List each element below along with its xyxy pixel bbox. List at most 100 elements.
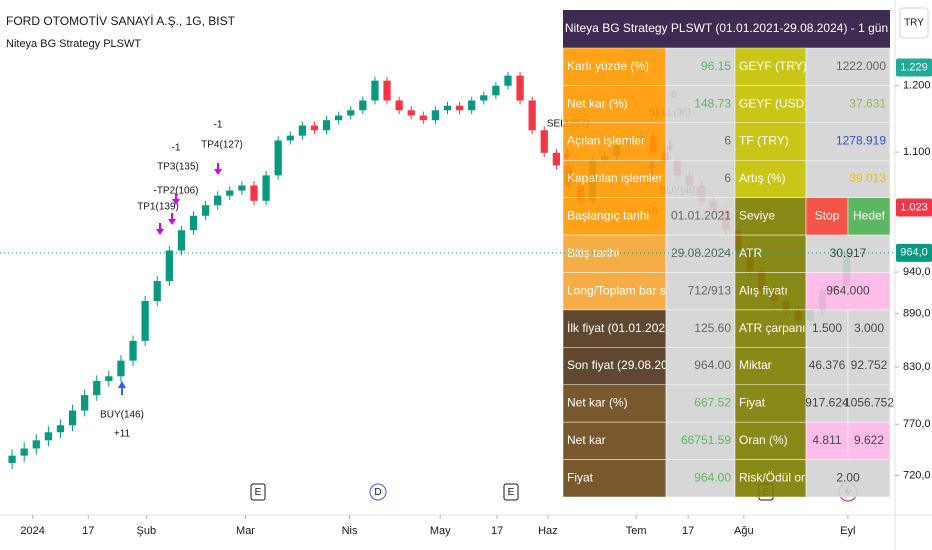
- sell-arrow: [214, 163, 222, 175]
- row-label: Son fiyat (29.08.2024): [567, 358, 685, 372]
- candle-body: [516, 75, 524, 101]
- candle-body: [383, 80, 391, 101]
- candle-body: [201, 205, 210, 216]
- cell-bg: [734, 122, 807, 161]
- candle-body: [141, 301, 149, 341]
- trade-annotation: -TP2(106): [153, 186, 198, 197]
- row-value: 667.52: [694, 396, 731, 410]
- trade-annotation: -1: [172, 143, 181, 154]
- trade-annotation: TP3(135): [157, 162, 199, 173]
- table-title: Niteya BG Strategy PLSWT (01.01.2021-29.…: [565, 21, 888, 35]
- candle-body: [468, 100, 476, 111]
- candle-body: [177, 230, 186, 251]
- row-label: Bitiş tarihi: [567, 246, 619, 260]
- trade-annotation: TP4(127): [201, 140, 243, 151]
- candle-body: [359, 100, 367, 111]
- row-value: 964.00: [694, 358, 731, 372]
- candle-body: [238, 185, 246, 191]
- cell-bg: [734, 197, 807, 236]
- cell-bg: [734, 234, 807, 273]
- right-label: Fiyat: [739, 396, 766, 410]
- cell-bg: [562, 197, 667, 236]
- indicator-name: Niteya BG Strategy PLSWT: [6, 38, 141, 50]
- candle-body: [322, 120, 331, 131]
- trade-annotation: TP1(139): [137, 202, 179, 213]
- right-label: Oran (%): [739, 433, 788, 447]
- cell-bg: [562, 85, 667, 124]
- cell-bg: [562, 421, 667, 460]
- candle-body: [492, 85, 500, 96]
- candle-body: [189, 215, 198, 231]
- candle-body: [214, 195, 222, 206]
- row-value: 96.15: [701, 59, 731, 73]
- event-marker[interactable]: [503, 483, 519, 501]
- sell-arrow: [172, 193, 180, 205]
- cell-bg: [734, 309, 807, 348]
- cell-bg: [665, 421, 736, 460]
- right-value: 1222.000: [836, 59, 886, 73]
- row-value: 148.73: [694, 96, 731, 110]
- cell-bg: [847, 421, 891, 460]
- right-label: ATR çarpanı: [739, 321, 805, 335]
- right-value: 3.000: [854, 321, 884, 335]
- right-value: 1.500: [812, 321, 842, 335]
- row-value: 01.01.2021: [671, 209, 731, 223]
- right-value: 46.376: [809, 358, 846, 372]
- price-tag: [896, 198, 932, 217]
- y-tick-label: 1.100: [903, 146, 931, 158]
- right-value: 1056.752: [844, 396, 894, 410]
- candle-body: [504, 75, 512, 86]
- cell-bg: [665, 459, 736, 498]
- buy-arrow: [118, 381, 126, 395]
- trade-annotation: -1: [214, 120, 223, 131]
- trade-annotation: +11: [114, 429, 131, 440]
- cell-bg: [562, 459, 667, 498]
- price-tag-label: 1.229: [900, 61, 928, 73]
- y-tick-label: 890,0: [903, 308, 931, 320]
- cell-bg: [734, 272, 807, 311]
- event-marker[interactable]: [250, 483, 266, 501]
- candle-body: [335, 115, 343, 121]
- cell-bg: [805, 272, 891, 311]
- candle-body: [250, 185, 258, 201]
- candle-body: [371, 80, 379, 101]
- cell-bg: [805, 347, 849, 386]
- cell-bg: [665, 122, 736, 161]
- price-tag-label: 1.023: [900, 201, 928, 213]
- price-tag: [896, 58, 932, 77]
- right-label: TF (TRY): [739, 134, 789, 148]
- y-tick-label: 940,0: [903, 266, 931, 278]
- cell-bg: [805, 384, 849, 423]
- candle-body: [310, 125, 319, 131]
- row-label: Long/Toplam bar sayısı: [567, 283, 691, 297]
- sell-arrow: [168, 213, 176, 225]
- candle-body: [431, 110, 440, 121]
- candle-body: [68, 410, 77, 426]
- row-label: Başlangıç tarihi: [567, 209, 649, 223]
- cell-bg: [805, 47, 891, 86]
- candle-body: [44, 432, 53, 441]
- y-tick-label: 1.200: [903, 80, 931, 92]
- symbol-title: FORD OTOMOTİV SANAYİ A.Ş., 1G, BIST: [6, 14, 236, 28]
- currency-button[interactable]: [899, 7, 929, 39]
- right-value: 39.013: [849, 171, 886, 185]
- right-value: 4.811: [812, 433, 841, 447]
- cell-bg: [805, 234, 891, 273]
- right-value: Stop: [815, 209, 840, 223]
- cell-bg: [734, 421, 807, 460]
- candle-body: [117, 360, 125, 377]
- candle-body: [528, 100, 536, 131]
- row-label: Net kar (%): [567, 96, 628, 110]
- row-value: 6: [724, 171, 731, 185]
- cell-bg: [734, 160, 807, 198]
- right-value: 37.631: [849, 96, 886, 110]
- event-marker[interactable]: [369, 483, 387, 501]
- row-label: Karlı yüzde (%): [567, 59, 649, 73]
- cell-bg: [562, 347, 667, 386]
- candle-body: [407, 110, 415, 116]
- table-header: [563, 10, 890, 48]
- currency-label: TRY: [904, 18, 924, 29]
- candle-body: [93, 380, 101, 396]
- cell-bg: [665, 85, 736, 124]
